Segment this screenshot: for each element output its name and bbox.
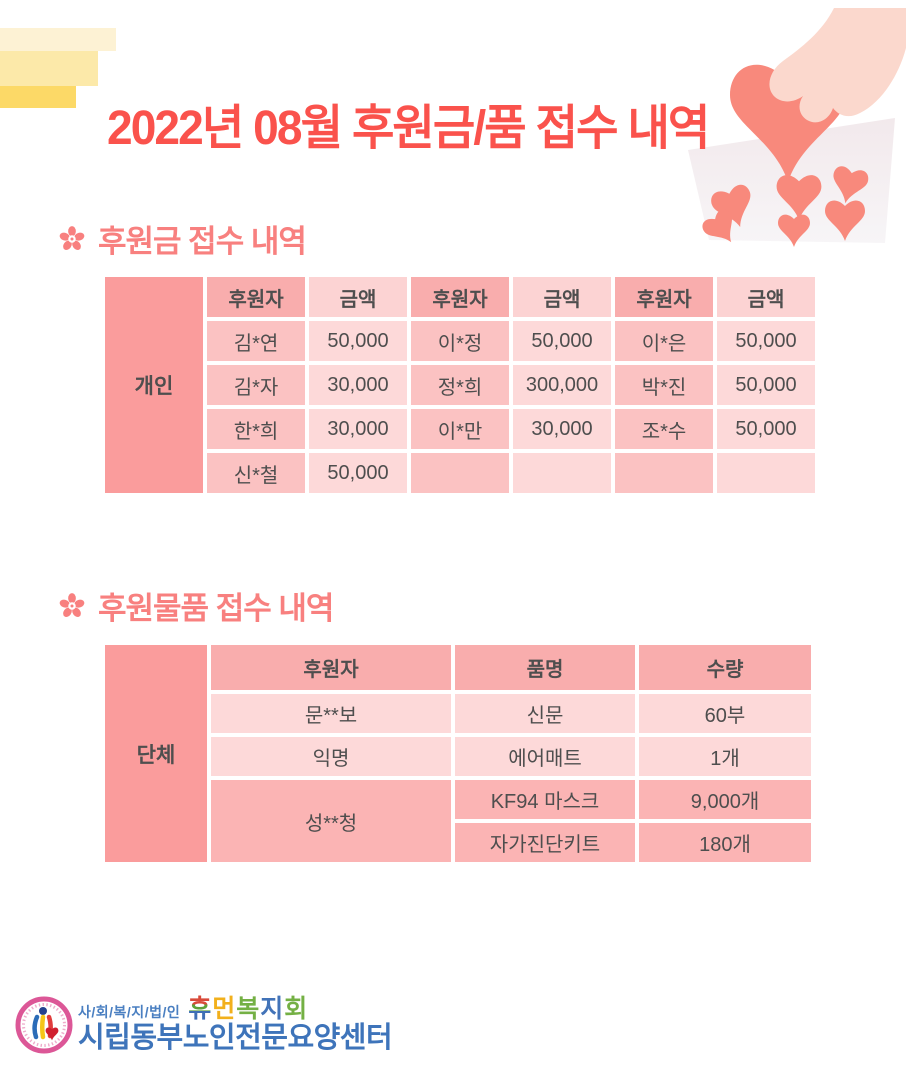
donor-cell: 조*수 bbox=[615, 409, 713, 449]
org-type-label: 사/회/복/지/법/인 bbox=[78, 1003, 181, 1020]
donation-hand-illustration bbox=[688, 8, 906, 252]
amount-cell: 300,000 bbox=[513, 365, 611, 405]
item-name-cell: 자가진단키트 bbox=[455, 823, 635, 862]
flower-icon bbox=[59, 225, 85, 250]
amount-cell: 50,000 bbox=[309, 321, 407, 361]
donor-cell: 김*연 bbox=[207, 321, 305, 361]
donor-cell: 정*희 bbox=[411, 365, 509, 405]
item-name-cell: 에어매트 bbox=[455, 737, 635, 776]
donor-cell: 성**청 bbox=[211, 780, 451, 862]
amount-cell: 30,000 bbox=[309, 365, 407, 405]
column-header: 금액 bbox=[513, 277, 611, 317]
item-qty-cell: 180개 bbox=[639, 823, 811, 862]
donor-cell: 이*정 bbox=[411, 321, 509, 361]
section-title: 후원물품 접수 내역 bbox=[98, 591, 334, 626]
org-name-char: 휴 bbox=[188, 994, 213, 1023]
center-name: 시립동부노인전문요양센터 bbox=[78, 1021, 393, 1054]
column-header: 후원자 bbox=[207, 277, 305, 317]
money-table: 개인 후원자 금액 후원자 금액 후원자 금액 김*연 50,000 이*정 50,000 이*은 5… bbox=[105, 277, 815, 493]
yellow-block-middle bbox=[0, 51, 98, 86]
yellow-block-top bbox=[0, 28, 116, 51]
org-name-char: 회 bbox=[284, 994, 309, 1023]
page-title: 2022년 08월 후원금/품 접수 내역 bbox=[107, 102, 710, 156]
yellow-block-bottom bbox=[0, 86, 76, 108]
donor-cell: 박*진 bbox=[615, 365, 713, 405]
donor-cell: 이*은 bbox=[615, 321, 713, 361]
row-group-label: 단체 bbox=[105, 645, 207, 862]
donor-cell bbox=[615, 453, 713, 493]
column-header: 후원자 bbox=[411, 277, 509, 317]
section-heading-goods: 후원물품 접수 내역 bbox=[58, 583, 334, 628]
column-header: 금액 bbox=[309, 277, 407, 317]
org-name-char: 지 bbox=[260, 994, 285, 1023]
donor-cell: 김*자 bbox=[207, 365, 305, 405]
org-name: 휴먼복지회 bbox=[188, 994, 309, 1023]
amount-cell: 50,000 bbox=[717, 365, 815, 405]
item-qty-cell: 60부 bbox=[639, 694, 811, 733]
item-name-cell: 신문 bbox=[455, 694, 635, 733]
amount-cell: 30,000 bbox=[309, 409, 407, 449]
row-group-label: 개인 bbox=[105, 277, 203, 493]
flower-icon bbox=[59, 592, 85, 617]
donor-cell: 익명 bbox=[211, 737, 451, 776]
amount-cell: 50,000 bbox=[717, 321, 815, 361]
organization-logo: 사/회/복/지/법/인 휴먼복지회 시립동부노인전문요양센터 bbox=[14, 994, 393, 1055]
amount-cell bbox=[717, 453, 815, 493]
column-header: 후원자 bbox=[615, 277, 713, 317]
column-header: 품명 bbox=[455, 645, 635, 690]
item-name-cell: KF94 마스크 bbox=[455, 780, 635, 819]
org-name-char: 복 bbox=[236, 994, 261, 1023]
donor-cell bbox=[411, 453, 509, 493]
amount-cell: 50,000 bbox=[309, 453, 407, 493]
org-name-char: 먼 bbox=[212, 994, 237, 1023]
person-figure bbox=[32, 1007, 59, 1041]
item-qty-cell: 9,000개 bbox=[639, 780, 811, 819]
emblem-icon bbox=[15, 996, 73, 1054]
donor-cell: 신*철 bbox=[207, 453, 305, 493]
hand-shape bbox=[769, 8, 906, 123]
amount-cell: 30,000 bbox=[513, 409, 611, 449]
column-header: 후원자 bbox=[211, 645, 451, 690]
donor-cell: 이*만 bbox=[411, 409, 509, 449]
section-heading-money: 후원금 접수 내역 bbox=[58, 216, 307, 261]
amount-cell: 50,000 bbox=[717, 409, 815, 449]
column-header: 금액 bbox=[717, 277, 815, 317]
donor-cell: 한*희 bbox=[207, 409, 305, 449]
donor-cell: 문**보 bbox=[211, 694, 451, 733]
amount-cell bbox=[513, 453, 611, 493]
item-qty-cell: 1개 bbox=[639, 737, 811, 776]
amount-cell: 50,000 bbox=[513, 321, 611, 361]
section-title: 후원금 접수 내역 bbox=[98, 224, 307, 259]
column-header: 수량 bbox=[639, 645, 811, 690]
